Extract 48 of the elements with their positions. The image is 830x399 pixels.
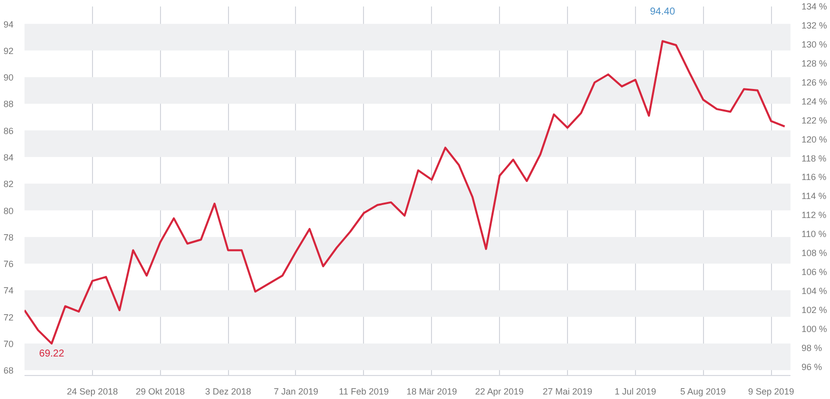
y2-tick-label: 98 % [802,342,822,353]
y-tick-label: 68 [3,366,14,376]
y2-tick-label: 116 % [802,172,826,182]
y-tick-label: 72 [3,312,14,322]
x-tick-label: 18 Mär 2019 [406,386,458,396]
x-tick-label: 3 Dez 2018 [205,386,252,396]
y2-tick-label: 120 % [802,134,828,144]
y2-tick-label: 118 % [802,153,826,164]
x-tick-label: 11 Feb 2019 [338,386,389,396]
y2-tick-label: 130 % [802,39,828,50]
x-tick-label: 1 Jul 2019 [614,386,656,396]
y2-tick-label: 108 % [802,248,828,258]
x-tick-label: 27 Mai 2019 [542,386,592,396]
y2-tick-label: 122 % [802,115,828,126]
x-tick-label: 7 Jan 2019 [274,386,318,396]
y2-tick-label: 126 % [802,77,828,88]
y2-tick-label: 100 % [802,324,828,334]
y2-tick-label: 106 % [802,267,828,278]
x-tick-label: 9 Sep 2019 [748,386,794,396]
y2-tick-label: 110 % [802,229,826,240]
y-tick-label: 84 [3,152,14,163]
y-tick-label: 74 [3,286,14,296]
y2-tick-label: 134 % [802,2,828,12]
y-tick-label: 90 [3,72,14,83]
y-tick-label: 92 [3,46,14,56]
annotation: 69.22 [39,348,65,360]
y2-tick-label: 112 % [802,210,826,220]
x-tick-label: 22 Apr 2019 [475,386,524,396]
y2-tick-label: 114 % [802,191,826,202]
y2-tick-label: 96 % [802,362,822,372]
y2-tick-label: 132 % [802,20,828,30]
y-tick-label: 94 [3,19,14,30]
annotation: 94.40 [650,6,676,18]
y2-tick-label: 104 % [802,286,828,296]
y-tick-label: 78 [3,232,14,242]
y-tick-label: 86 [3,126,14,136]
line-series [24,40,786,345]
y2-tick-label: 102 % [802,305,828,316]
x-tick-label: 29 Okt 2018 [136,386,185,396]
y-tick-label: 80 [3,206,14,216]
y-tick-label: 70 [3,339,14,350]
y-tick-label: 76 [3,259,14,270]
y-tick-label: 88 [3,99,14,110]
x-tick-label: 5 Aug 2019 [680,386,726,396]
y2-tick-label: 124 % [802,96,828,106]
y2-tick-label: 128 % [802,58,828,68]
x-tick-label: 24 Sep 2018 [66,386,118,396]
y-tick-label: 82 [3,179,14,190]
